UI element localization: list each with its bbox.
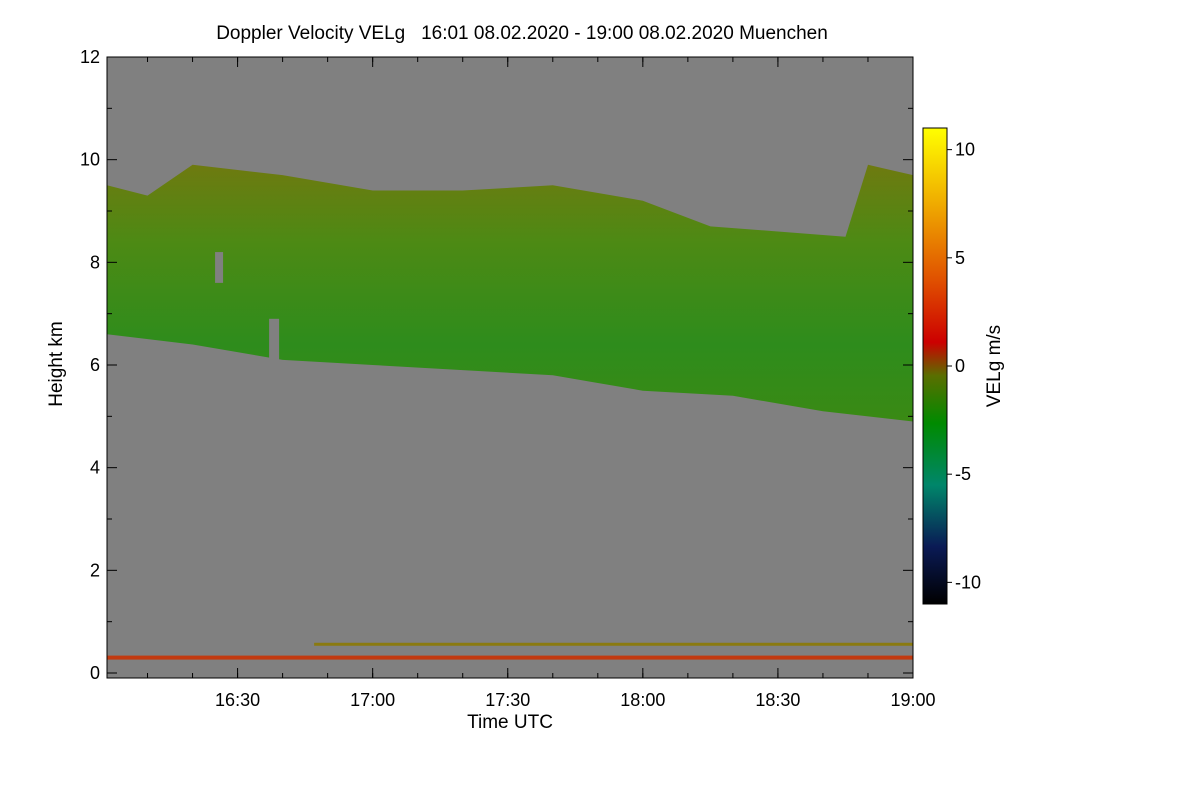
colorbar-tick-label: 0 — [955, 356, 965, 376]
x-tick-label: 16:30 — [215, 690, 260, 710]
y-tick-label: 4 — [90, 458, 100, 478]
x-tick-label: 18:00 — [620, 690, 665, 710]
y-tick-label: 10 — [80, 150, 100, 170]
x-tick-label: 17:00 — [350, 690, 395, 710]
y-tick-label: 6 — [90, 355, 100, 375]
chart-title: Doppler Velocity VELg 16:01 08.02.2020 -… — [216, 23, 828, 44]
colorbar: 10 5 0 -5 -10 VELg m/s — [922, 127, 1005, 605]
y-tick-label: 0 — [90, 663, 100, 683]
colorbar-tick-label: 5 — [955, 248, 965, 268]
x-tick-label: 18:30 — [755, 690, 800, 710]
y-axis-label: Height km — [46, 321, 67, 407]
y-tick-label: 12 — [80, 47, 100, 67]
y-tick-label: 2 — [90, 560, 100, 580]
x-tick-label: 19:00 — [890, 690, 935, 710]
y-tick-label: 8 — [90, 252, 100, 272]
x-axis-label: Time UTC — [467, 712, 553, 733]
y-axis: 0 2 4 6 8 10 12 — [80, 47, 913, 683]
plot-frame — [106, 56, 914, 679]
colorbar-tick-label: -10 — [955, 572, 981, 592]
colorbar-tick-label: -5 — [955, 464, 971, 484]
colorbar-tick-label: 10 — [955, 140, 975, 160]
x-tick-label: 17:30 — [485, 690, 530, 710]
x-axis: 16:30 17:00 17:30 18:00 18:30 19:00 — [147, 57, 936, 710]
cloud-gap — [269, 318, 280, 360]
cloud-gap — [215, 252, 224, 283]
surface-layer — [107, 655, 913, 660]
aux-layer — [314, 642, 913, 646]
colorbar-label: VELg m/s — [984, 325, 1005, 407]
colorbar-scale — [922, 127, 948, 605]
cloud-layer — [107, 164, 913, 422]
